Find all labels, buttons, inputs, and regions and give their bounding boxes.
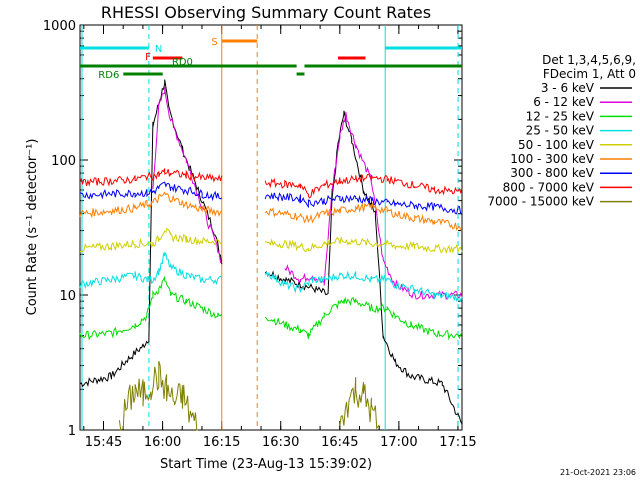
series-line xyxy=(79,251,463,302)
legend-entry-label: 25 - 50 keV xyxy=(526,124,595,138)
y-tick-label: 10 xyxy=(59,289,76,304)
x-tick-label: 16:45 xyxy=(321,435,358,450)
series-line xyxy=(152,86,463,300)
x-axis-label: Start Time (23-Aug-13 15:39:02) xyxy=(160,457,372,472)
x-tick-label: 17:00 xyxy=(380,435,417,450)
x-tick-label: 16:00 xyxy=(144,435,181,450)
series-line xyxy=(79,79,463,425)
series-line xyxy=(79,276,463,341)
footer-timestamp: 21-Oct-2021 23:06 xyxy=(560,468,636,477)
legend-entry-label: 50 - 100 keV xyxy=(518,138,595,152)
series-line xyxy=(118,360,380,431)
flag-span-label: F xyxy=(145,52,151,63)
flag-span-label: S xyxy=(211,37,217,48)
y-tick-label: 100 xyxy=(51,154,76,169)
legend-entry-label: 300 - 800 keV xyxy=(510,166,594,180)
legend-entry-label: 6 - 12 keV xyxy=(533,95,595,109)
legend-entry-label: 800 - 7000 keV xyxy=(503,180,595,194)
flag-span-label: RD6 xyxy=(98,70,119,81)
series-line xyxy=(79,191,463,232)
plot-area: 1 10 100 1000 15:45 16:00 16:15 16:30 16:45 17:00… xyxy=(43,19,477,450)
series-line xyxy=(79,168,463,199)
plot-frame xyxy=(79,24,463,431)
flag-span-label: N xyxy=(155,44,162,55)
y-tick-label: 1 xyxy=(68,424,76,439)
legend-entry-label: 12 - 25 keV xyxy=(526,109,595,123)
legend: Det 1,3,4,5,6,9,FDecim 1, Att 03 - 6 keV… xyxy=(487,53,636,209)
x-tick-label: 16:30 xyxy=(262,435,299,450)
x-tick-label: 15:45 xyxy=(85,435,122,450)
x-tick-label: 17:15 xyxy=(439,435,476,450)
legend-entry-label: 7000 - 15000 keV xyxy=(487,195,594,209)
legend-header: FDecim 1, Att 0 xyxy=(543,67,636,81)
y-axis-label: Count Rate (s⁻¹ detector⁻¹) xyxy=(25,139,40,316)
legend-header: Det 1,3,4,5,6,9, xyxy=(542,53,636,67)
x-tick-label: 16:15 xyxy=(203,435,240,450)
series-line xyxy=(79,181,463,216)
legend-entry-label: 100 - 300 keV xyxy=(510,152,594,166)
flag-span-label: RD0 xyxy=(172,57,193,68)
chart-title: RHESSI Observing Summary Count Rates xyxy=(101,3,431,22)
series-line xyxy=(79,227,463,255)
legend-entry-label: 3 - 6 keV xyxy=(541,81,595,95)
y-tick-label: 1000 xyxy=(43,19,76,34)
